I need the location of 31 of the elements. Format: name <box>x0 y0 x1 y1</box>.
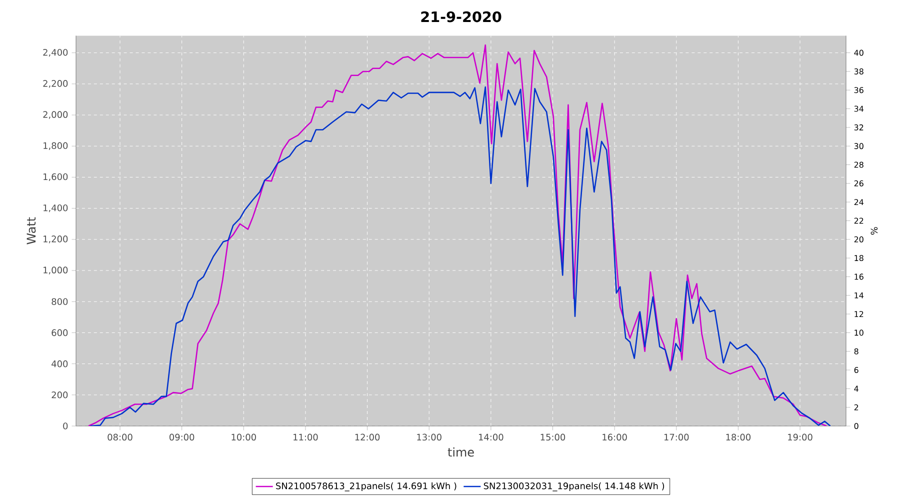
x-tick-label: 19:00 <box>788 434 812 441</box>
x-tick-label: 12:00 <box>355 434 380 441</box>
y-tick-label: 0 <box>63 422 68 430</box>
x-axis-title: time <box>448 447 474 457</box>
y-tick-label: 1,000 <box>44 266 68 274</box>
x-tick-label: 16:00 <box>602 434 627 441</box>
y-tick-label: 1,800 <box>44 142 68 150</box>
y2-axis-title: % <box>870 227 878 235</box>
x-tick-label: 14:00 <box>478 434 504 441</box>
x-tick-label: 18:00 <box>726 434 751 441</box>
y-tick-label: 400 <box>52 360 68 368</box>
x-tick-label: 09:00 <box>170 434 194 441</box>
x-tick-label: 11:00 <box>294 434 318 441</box>
x-tick-label: 08:00 <box>108 434 132 441</box>
chart-title: 21-9-2020 <box>421 11 502 22</box>
legend-label: SN2100578613_21panels( 14.691 kWh ) <box>276 482 456 492</box>
y-tick-label: 1,400 <box>44 204 68 212</box>
y-tick-label: 2,400 <box>43 48 68 57</box>
x-tick-label: 10:00 <box>232 434 256 441</box>
x-tick-label: 13:00 <box>417 434 442 441</box>
y-tick-label: 1,200 <box>44 236 68 244</box>
y-tick-label: 1,600 <box>44 173 68 182</box>
y-tick-label: 200 <box>52 392 68 398</box>
y-tick-label: 2,000 <box>43 111 68 119</box>
x-tick-label: 15:00 <box>540 434 566 441</box>
y-tick-label: 600 <box>52 329 68 336</box>
y-tick-label: 800 <box>52 298 68 305</box>
x-tick-label: 17:00 <box>664 434 689 441</box>
y-axis-title: Watt <box>26 217 36 244</box>
legend-label: SN2130032031_19panels( 14.148 kWh ) <box>484 482 664 492</box>
y-tick-label: 2,200 <box>43 80 68 88</box>
